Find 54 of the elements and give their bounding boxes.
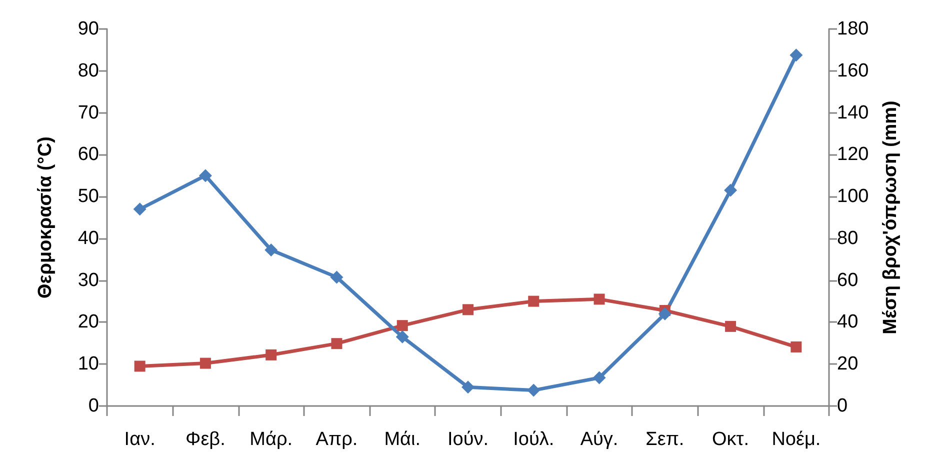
point	[134, 360, 146, 372]
point	[264, 243, 278, 256]
x-tick-label: Σεπ.	[646, 429, 684, 450]
y-tick-label: 60	[78, 144, 99, 166]
y2-tick-label: 0	[837, 396, 848, 416]
y2-tick-label: 120	[837, 144, 869, 166]
point	[396, 320, 408, 332]
x-tick-label: Νοέμ.	[772, 429, 821, 450]
point	[330, 270, 344, 284]
point	[462, 380, 474, 394]
point	[198, 169, 212, 182]
y-tick-label: 0	[88, 396, 99, 416]
y2-tick-label: 180	[837, 18, 869, 40]
y-tick-label: 70	[78, 102, 99, 124]
point	[200, 358, 211, 369]
y2-tick-label: 20	[837, 354, 858, 375]
x-tick-label: Ιούν.	[447, 429, 489, 450]
x-tick-label: Οκτ.	[712, 429, 750, 450]
y2-axis-title: Μέση βροχ'όπρωση (mm)	[880, 100, 901, 334]
point	[724, 184, 738, 197]
y-tick-label: 80	[78, 60, 99, 82]
point	[331, 338, 342, 350]
point	[594, 294, 605, 305]
y2-tick-label: 100	[837, 186, 869, 208]
x-tick-label: Ιούλ.	[513, 429, 554, 450]
point	[592, 371, 606, 384]
y-tick-label: 30	[78, 270, 99, 291]
point	[396, 330, 409, 344]
y-tick-label: 40	[78, 228, 99, 249]
point	[790, 341, 802, 352]
point	[790, 48, 803, 62]
x-tick-label: Απρ.	[316, 429, 358, 450]
y-tick-label: 50	[78, 186, 99, 208]
x-tick-label: Φεβ.	[186, 429, 226, 450]
y-tick-label: 20	[78, 312, 99, 333]
y2-tick-label: 40	[837, 312, 858, 333]
x-tick-label: Μάι.	[384, 429, 421, 450]
y-tick-label: 90	[78, 18, 99, 40]
x-tick-label: Αύγ.	[580, 429, 618, 450]
point	[462, 304, 474, 316]
point	[133, 202, 146, 216]
point	[725, 320, 736, 332]
x-tick-label: Μάρ.	[250, 429, 293, 450]
y2-tick-label: 160	[837, 60, 869, 82]
x-tick-label: Ιαν.	[124, 429, 156, 450]
y-axis-title: Θερμοκρασία (°C)	[35, 136, 56, 299]
point	[658, 307, 672, 320]
y2-tick-label: 80	[837, 228, 858, 249]
y2-tick-label: 60	[837, 270, 858, 291]
point	[266, 349, 277, 360]
point	[527, 384, 540, 397]
point	[528, 296, 540, 307]
y2-tick-label: 140	[837, 102, 869, 124]
y-tick-label: 10	[78, 354, 99, 375]
